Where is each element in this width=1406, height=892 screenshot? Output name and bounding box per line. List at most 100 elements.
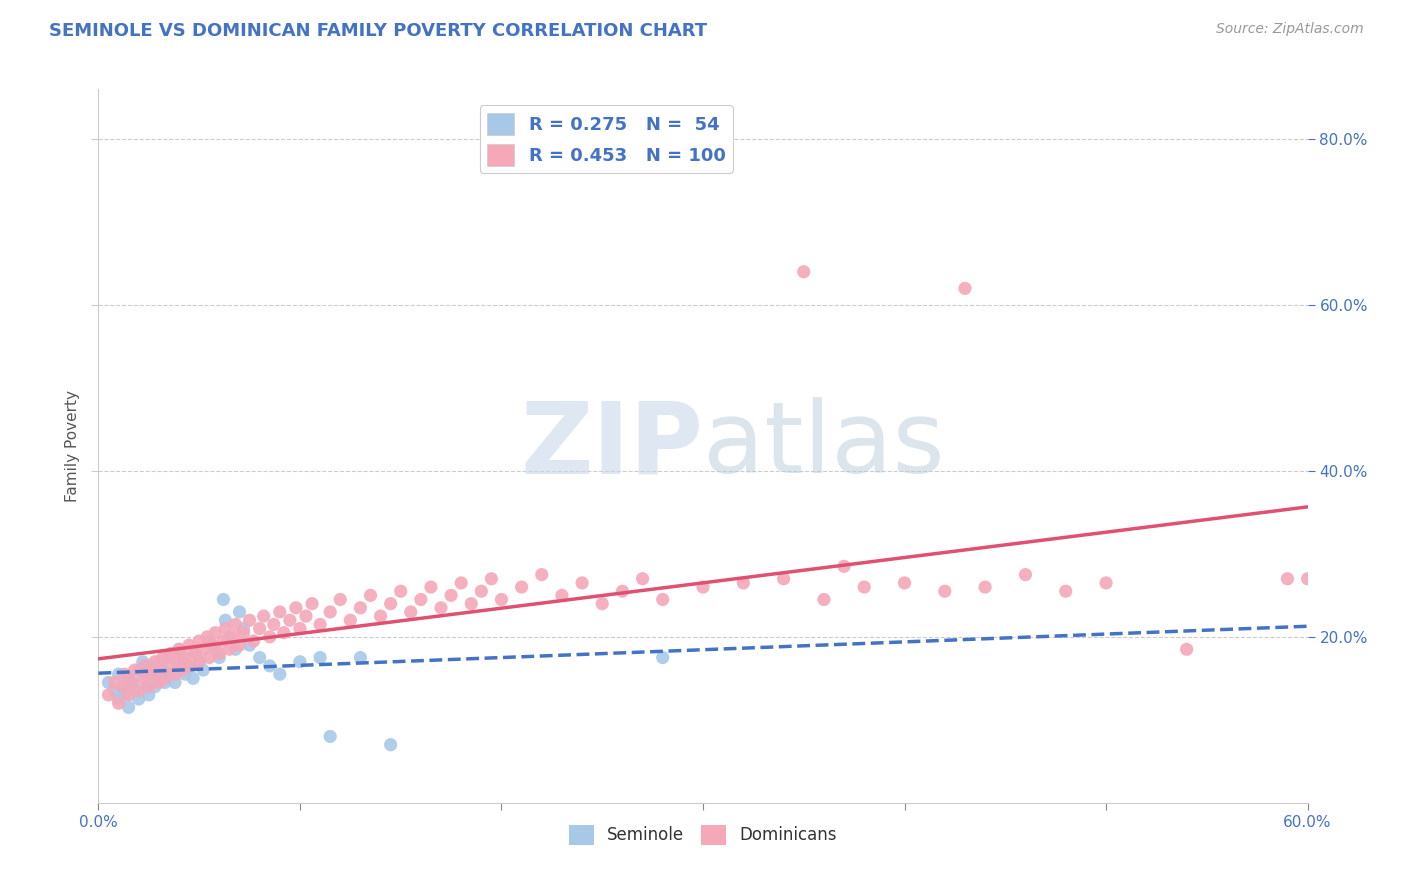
Point [481,572,503,586]
Point [157,650,180,665]
Point [139,667,162,681]
Point [142,667,165,681]
Point [319,730,342,744]
Point [319,605,342,619]
Point [309,650,332,665]
Point [309,617,332,632]
Point [214,622,236,636]
Point [184,647,207,661]
Point [813,592,835,607]
Point [167,659,190,673]
Point [239,638,262,652]
Text: Source: ZipAtlas.com: Source: ZipAtlas.com [1216,22,1364,37]
Point [430,600,453,615]
Point [491,592,513,607]
Point [1296,572,1319,586]
Point [278,613,301,627]
Point [370,609,392,624]
Point [242,634,264,648]
Point [249,622,271,636]
Point [204,625,226,640]
Point [249,650,271,665]
Point [651,650,673,665]
Point [571,575,593,590]
Point [470,584,492,599]
Point [793,265,815,279]
Point [772,572,794,586]
Point [222,630,245,644]
Point [1277,572,1299,586]
Point [612,584,634,599]
Point [228,638,250,652]
Point [208,650,231,665]
Point [232,625,254,640]
Point [301,597,323,611]
Point [974,580,997,594]
Point [114,667,136,681]
Point [181,671,204,685]
Point [198,650,221,665]
Point [128,663,150,677]
Point [153,671,176,685]
Point [193,663,215,677]
Point [152,650,174,665]
Point [134,667,156,681]
Point [97,688,120,702]
Point [135,680,157,694]
Point [551,588,574,602]
Point [853,580,876,594]
Point [143,655,166,669]
Point [692,580,714,594]
Point [224,617,246,632]
Point [218,642,240,657]
Point [132,655,155,669]
Point [440,588,463,602]
Point [118,671,141,685]
Point [167,642,190,657]
Point [138,659,160,673]
Point [172,650,194,665]
Point [420,580,443,594]
Point [198,634,221,648]
Point [128,683,150,698]
Point [1014,567,1036,582]
Point [360,588,382,602]
Point [212,634,235,648]
Point [111,680,134,694]
Text: ZIP: ZIP [520,398,703,494]
Point [172,663,194,677]
Point [188,634,211,648]
Point [148,671,170,685]
Point [128,692,150,706]
Point [934,584,956,599]
Point [163,667,186,681]
Point [103,675,125,690]
Point [174,650,197,665]
Point [263,617,285,632]
Point [273,625,295,640]
Point [1054,584,1077,599]
Point [212,592,235,607]
Point [228,605,250,619]
Point [163,675,186,690]
Y-axis label: Family Poverty: Family Poverty [65,390,80,502]
Point [832,559,855,574]
Point [631,572,654,586]
Point [893,575,915,590]
Point [148,675,170,690]
Point [180,659,202,673]
Point [204,642,226,657]
Point [284,600,307,615]
Text: SEMINOLE VS DOMINICAN FAMILY POVERTY CORRELATION CHART: SEMINOLE VS DOMINICAN FAMILY POVERTY COR… [49,22,707,40]
Point [107,696,129,710]
Point [143,680,166,694]
Point [160,667,183,681]
Point [288,622,311,636]
Point [202,638,225,652]
Point [218,630,240,644]
Point [174,667,197,681]
Point [259,659,281,673]
Point [107,692,129,706]
Point [224,642,246,657]
Point [259,630,281,644]
